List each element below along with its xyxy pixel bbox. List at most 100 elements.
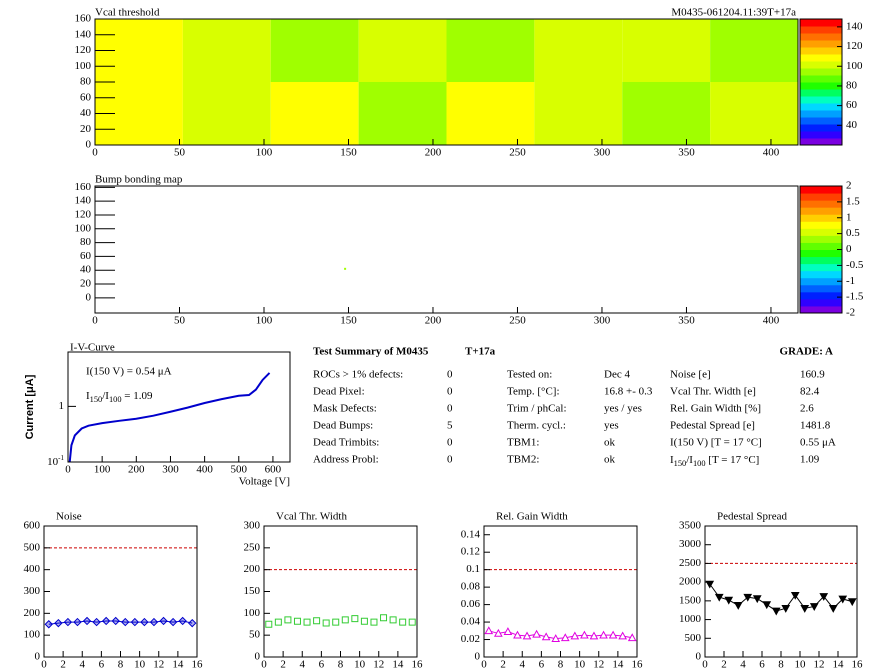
y-tick-label: 150 [244, 585, 261, 597]
summary-label-part: 150 [674, 459, 687, 468]
marker [313, 617, 321, 625]
summary-value: ok [604, 454, 616, 466]
marker [130, 617, 140, 627]
marker [370, 618, 378, 626]
summary-value: 0 [447, 437, 453, 449]
x-tick-label: 0 [92, 315, 98, 327]
summary-label-part: I [670, 454, 674, 466]
y-tick-label: 0.06 [461, 598, 481, 610]
color-scale-label: 1 [846, 211, 852, 223]
summary-label-part: 100 [693, 459, 706, 468]
annotation: I(150 V) = 0.54 μA [86, 366, 172, 378]
y-tick-label: 0.14 [461, 528, 481, 540]
color-scale-step [800, 228, 842, 236]
x-tick-label: 8 [778, 659, 784, 671]
roc-cell [270, 82, 359, 145]
x-tick-label: 14 [612, 659, 624, 671]
series-line [709, 583, 853, 612]
x-tick-label: 600 [265, 464, 282, 476]
y-tick-label: 0.04 [461, 616, 481, 628]
x-tick-label: 0 [261, 659, 267, 671]
y-tick-label: 1500 [679, 594, 702, 606]
y-tick-label: 20 [80, 278, 92, 290]
y-tick-label: 400 [24, 563, 41, 575]
marker [522, 631, 532, 640]
color-scale-step [800, 305, 842, 314]
marker [92, 617, 101, 627]
color-scale-label: -0.5 [846, 259, 864, 271]
x-tick-label: 8 [558, 659, 564, 671]
x-tick-label: 4 [520, 659, 526, 671]
color-scale-step [800, 270, 842, 279]
annotation: I150/I100 = 1.09 [86, 390, 153, 405]
color-scale-label: -1.5 [846, 291, 864, 303]
marker [178, 616, 187, 626]
roc-cell [710, 19, 798, 82]
marker [73, 617, 82, 627]
color-scale-label: 0 [846, 243, 852, 255]
plot-frame [94, 185, 799, 314]
summary-label: ROCs > 1% defects: [313, 369, 403, 381]
annotation-part: I [86, 390, 90, 402]
y-tick-label: 0 [86, 291, 92, 303]
summary-value: 0 [447, 369, 453, 381]
x-tick-label: 250 [509, 147, 526, 159]
marker [389, 616, 397, 624]
marker [743, 593, 753, 602]
marker [733, 602, 743, 610]
annotation-part: 100 [109, 395, 122, 404]
color-scale-step [800, 249, 842, 258]
marker [168, 617, 178, 627]
color-scale-step [800, 26, 842, 34]
marker [771, 607, 781, 616]
roc-cell [446, 82, 535, 145]
plot-frame [67, 351, 291, 463]
color-scale-label: 2 [846, 180, 852, 192]
color-scale-step [800, 89, 842, 97]
summary-title: Test Summary of M0435 [313, 346, 429, 358]
x-tick-label: 4 [300, 659, 306, 671]
color-scale-label: 40 [846, 119, 858, 131]
color-scale-step [800, 61, 842, 69]
color-scale-frame [799, 18, 843, 146]
x-tick-label: 8 [118, 659, 124, 671]
color-scale-label: -2 [846, 307, 855, 319]
summary-value: 1481.8 [800, 420, 831, 432]
summary-value: 82.4 [800, 386, 820, 398]
x-tick-label: 350 [678, 147, 695, 159]
x-tick-label: 14 [392, 659, 404, 671]
summary-label: Pedestal Spread [e] [670, 420, 755, 432]
marker [809, 603, 819, 612]
y-tick-label: 600 [24, 520, 41, 532]
x-tick-label: 350 [678, 315, 695, 327]
chart-title: Vcal threshold [95, 7, 160, 19]
marker [399, 618, 407, 626]
marker [44, 620, 53, 629]
summary-label: I150/I100 [T = 17 °C] [670, 454, 759, 469]
marker [159, 616, 168, 626]
color-scale-label: 120 [846, 40, 863, 52]
y-tick-label: 120 [75, 44, 92, 56]
x-tick-label: 0 [702, 659, 708, 671]
chart-title: Vcal Thr. Width [276, 511, 347, 523]
color-scale-step [800, 68, 842, 76]
summary-value: yes / yes [604, 403, 642, 415]
y-tick-label: 100 [75, 222, 92, 234]
marker [541, 632, 551, 641]
x-tick-label: 0 [481, 659, 487, 671]
color-scale-step [800, 200, 842, 208]
marker [351, 615, 359, 623]
summary-value: 0.55 μA [800, 437, 836, 449]
x-tick-label: 200 [128, 464, 145, 476]
x-tick-label: 6 [99, 659, 105, 671]
marker [63, 617, 73, 627]
marker [724, 596, 734, 605]
y-tick-label: 10-1 [47, 454, 64, 468]
summary-tag: T+17a [465, 346, 496, 358]
summary-value: 0 [447, 454, 453, 466]
color-scale-step [800, 40, 842, 48]
marker [608, 630, 618, 639]
marker [284, 616, 292, 624]
color-scale-step [800, 124, 842, 132]
y-tick-label: 200 [24, 607, 41, 619]
